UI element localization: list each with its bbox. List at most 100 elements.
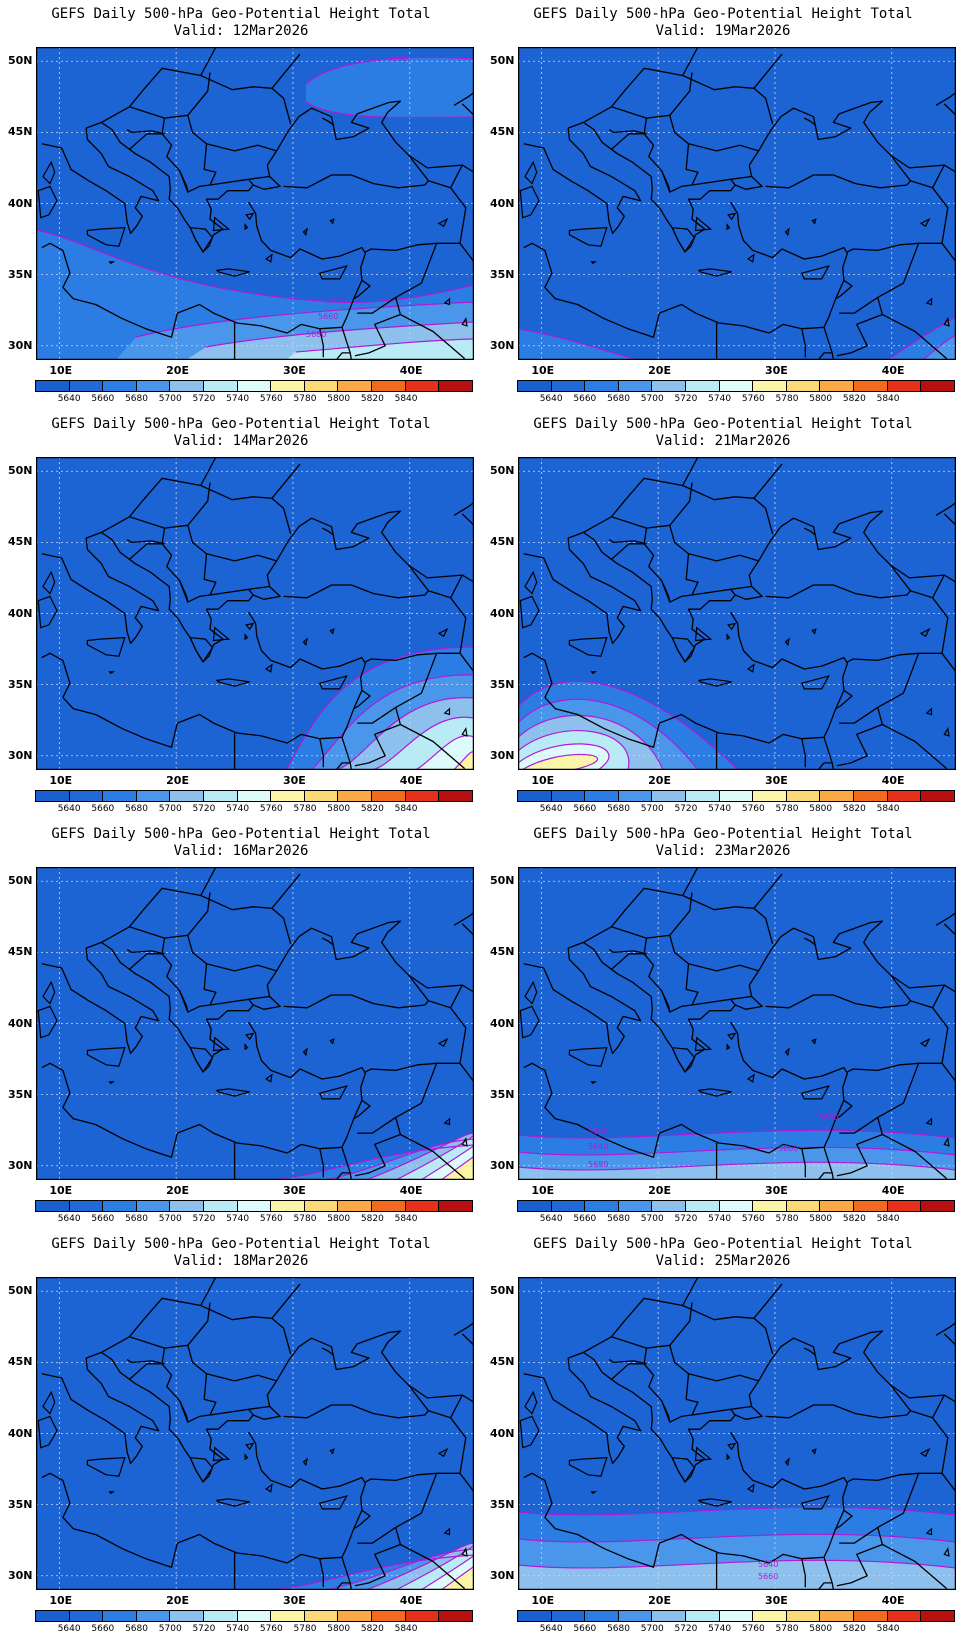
- coastline: [890, 564, 945, 579]
- coastline: [400, 313, 466, 360]
- colorbar-label: 5680: [607, 394, 630, 404]
- island-outline: [671, 1047, 696, 1074]
- coastline: [753, 53, 783, 89]
- coastline: [932, 984, 956, 1009]
- map-panel-3: GEFS Daily 500-hPa Geo-Potential Height …: [0, 410, 482, 820]
- coastline: [941, 242, 956, 263]
- colorbar-label: 5680: [125, 1624, 148, 1634]
- colorbar-swatch: [551, 381, 586, 391]
- colorbar-swatch: [887, 381, 922, 391]
- island-outline: [747, 1073, 755, 1083]
- longitude-label: 10E: [49, 774, 73, 787]
- colorbar: [35, 1200, 473, 1212]
- coastline: [319, 328, 324, 358]
- coastline: [126, 1358, 165, 1365]
- colorbar-label: 5840: [876, 394, 900, 404]
- coastline: [321, 117, 335, 126]
- contour-line: [518, 1559, 956, 1569]
- panel-title: GEFS Daily 500-hPa Geo-Potential Height …: [51, 826, 431, 842]
- colorbar-label: 5700: [158, 804, 182, 814]
- height-band: [441, 1125, 474, 1180]
- coastline: [161, 118, 277, 193]
- coastline: [335, 1582, 351, 1590]
- island-outline: [727, 622, 737, 631]
- coastline: [248, 588, 254, 596]
- panel-valid-date: Valid: 14Mar2026: [173, 433, 309, 449]
- coastline: [101, 100, 430, 253]
- coastline: [523, 1351, 642, 1465]
- latitude-label: 50N: [8, 464, 33, 478]
- island-outline: [329, 628, 335, 635]
- colorbar: [35, 790, 473, 802]
- longitude-label: 10E: [49, 1184, 73, 1197]
- colorbar-swatch: [36, 791, 70, 801]
- colorbar-label: 5660: [91, 394, 115, 404]
- colorbar-swatch: [753, 381, 787, 391]
- coastline: [319, 1148, 324, 1178]
- contour-line: [325, 1138, 474, 1180]
- latitude-label: 35N: [490, 267, 515, 281]
- coastline: [882, 313, 948, 360]
- colorbar-swatch: [786, 1201, 821, 1211]
- island-outline: [524, 1390, 538, 1415]
- coastline: [669, 115, 689, 145]
- map-panel-5: GEFS Daily 500-hPa Geo-Potential Height …: [0, 820, 482, 1230]
- coastline: [847, 590, 949, 663]
- island-outline: [943, 317, 950, 327]
- latitude-label: 30N: [8, 748, 33, 762]
- island-outline: [590, 1491, 598, 1495]
- colorbar-label: 5660: [91, 1624, 115, 1634]
- coastline: [101, 510, 430, 663]
- colorbar-swatch: [618, 381, 653, 391]
- longitude-label: 10E: [531, 364, 555, 377]
- latitude-label: 50N: [490, 874, 515, 888]
- coastline: [583, 100, 912, 253]
- coastline: [41, 941, 160, 1055]
- colorbar-swatch: [618, 1611, 653, 1621]
- coastline: [932, 1394, 956, 1419]
- coastline: [943, 923, 956, 936]
- coastline: [682, 1277, 699, 1306]
- island-outline: [212, 1446, 231, 1462]
- island-outline: [244, 223, 249, 231]
- coastline: [128, 543, 163, 560]
- island-outline: [568, 637, 608, 657]
- colorbar-label: 5660: [91, 804, 115, 814]
- island-outline: [443, 1117, 451, 1126]
- colorbar-label: 5840: [394, 1624, 418, 1634]
- colorbar-swatch: [753, 1201, 787, 1211]
- contour-line: [440, 1124, 474, 1180]
- contour-label: 5660: [778, 1144, 798, 1153]
- island-outline: [318, 675, 348, 690]
- colorbar-swatch: [652, 791, 687, 801]
- colorbar-label: 5700: [158, 1214, 182, 1224]
- colorbar-label: 5720: [192, 394, 216, 404]
- island-outline: [189, 637, 214, 664]
- island-outline: [727, 212, 737, 221]
- colorbar-label: 5640: [539, 1214, 563, 1224]
- contour-line: [365, 1542, 474, 1590]
- coastline: [319, 738, 324, 768]
- island-outline: [925, 1117, 933, 1126]
- island-outline: [568, 1457, 608, 1477]
- island-outline: [461, 727, 468, 737]
- colorbar-swatch: [170, 1611, 205, 1621]
- coastline: [187, 115, 207, 145]
- coastline: [179, 1400, 189, 1423]
- island-outline: [919, 1037, 931, 1048]
- map-frame: [518, 867, 956, 1180]
- colorbar-swatch: [271, 1201, 305, 1211]
- longitude-label: 20E: [648, 774, 671, 787]
- island-outline: [800, 1495, 830, 1510]
- coastline: [611, 892, 693, 939]
- latitude-label: 50N: [490, 1284, 515, 1298]
- contour-line: [518, 1129, 956, 1139]
- panel-valid-date: Valid: 18Mar2026: [173, 1253, 309, 1269]
- island-outline: [189, 1457, 214, 1484]
- colorbar-swatch: [338, 1611, 373, 1621]
- island-outline: [590, 261, 598, 265]
- coastline: [730, 588, 736, 596]
- colorbar-label: 5820: [842, 1214, 866, 1224]
- colorbar-swatch: [854, 381, 888, 391]
- panel-valid-date: Valid: 16Mar2026: [173, 843, 309, 859]
